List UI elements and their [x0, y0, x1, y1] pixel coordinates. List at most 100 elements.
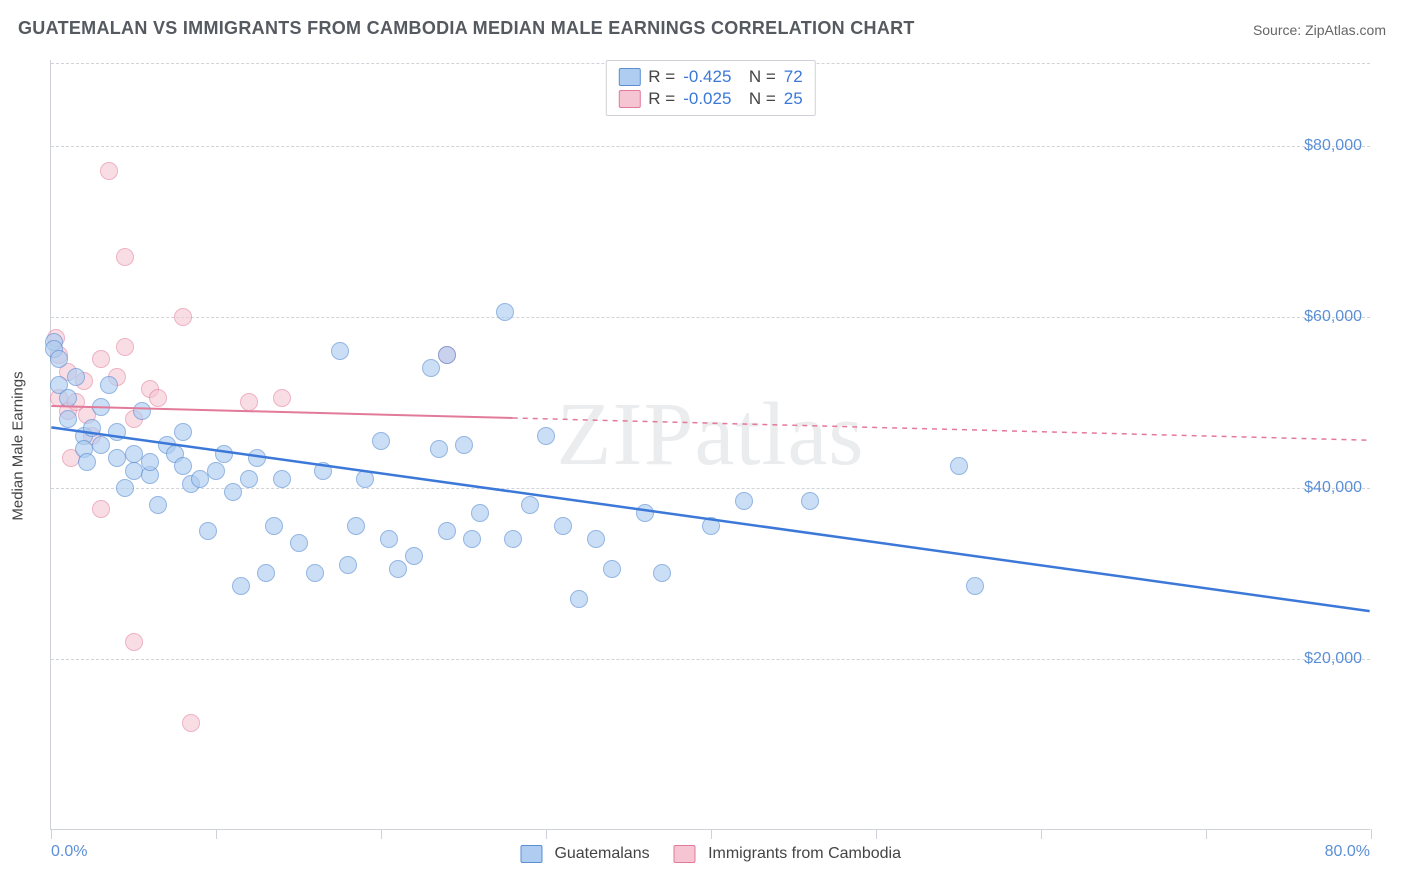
legend-row: R = -0.025 N = 25 [618, 89, 802, 109]
data-point [702, 517, 720, 535]
x-axis-min-label: 0.0% [51, 843, 87, 861]
data-point [215, 445, 233, 463]
x-tick [546, 829, 547, 839]
y-tick-label: $40,000 [1304, 479, 1362, 497]
data-point [273, 470, 291, 488]
data-point [265, 517, 283, 535]
data-point [67, 368, 85, 386]
gridline [51, 146, 1370, 147]
data-point [347, 517, 365, 535]
x-tick [51, 829, 52, 839]
data-point [554, 517, 572, 535]
x-tick [381, 829, 382, 839]
data-point [570, 590, 588, 608]
legend-swatch-1 [618, 90, 640, 108]
data-point [248, 449, 266, 467]
data-point [422, 359, 440, 377]
legend-swatch-icon [674, 845, 696, 863]
series-legend: Guatemalans Immigrants from Cambodia [520, 845, 901, 863]
legend-row: R = -0.425 N = 72 [618, 67, 802, 87]
data-point [92, 500, 110, 518]
plot-area: ZIPatlas R = -0.425 N = 72 R = -0.025 N … [50, 60, 1370, 830]
x-tick [216, 829, 217, 839]
data-point [636, 504, 654, 522]
data-point [389, 560, 407, 578]
legend-r-value-1: -0.025 [683, 89, 731, 109]
data-point [92, 350, 110, 368]
legend-swatch-0 [618, 68, 640, 86]
data-point [83, 419, 101, 437]
legend-r-value-0: -0.425 [683, 67, 731, 87]
x-tick [1371, 829, 1372, 839]
x-tick [711, 829, 712, 839]
data-point [59, 389, 77, 407]
correlation-legend: R = -0.425 N = 72 R = -0.025 N = 25 [605, 60, 815, 116]
data-point [240, 393, 258, 411]
data-point [116, 479, 134, 497]
data-point [59, 410, 77, 428]
data-point [273, 389, 291, 407]
data-point [240, 470, 258, 488]
data-point [100, 376, 118, 394]
data-point [174, 308, 192, 326]
legend-r-label: R = [648, 89, 675, 109]
regression-lines-layer [51, 60, 1370, 829]
legend-item: Guatemalans [520, 845, 650, 863]
data-point [496, 303, 514, 321]
data-point [290, 534, 308, 552]
data-point [116, 248, 134, 266]
data-point [455, 436, 473, 454]
legend-n-label: N = [739, 89, 775, 109]
data-point [339, 556, 357, 574]
data-point [207, 462, 225, 480]
data-point [174, 423, 192, 441]
data-point [182, 714, 200, 732]
gridline [51, 659, 1370, 660]
data-point [438, 522, 456, 540]
y-tick-label: $60,000 [1304, 308, 1362, 326]
y-tick-label: $80,000 [1304, 137, 1362, 155]
data-point [125, 462, 143, 480]
legend-n-value-1: 25 [784, 89, 803, 109]
y-tick-label: $20,000 [1304, 650, 1362, 668]
data-point [50, 350, 68, 368]
legend-n-value-0: 72 [784, 67, 803, 87]
data-point [603, 560, 621, 578]
data-point [966, 577, 984, 595]
legend-r-label: R = [648, 67, 675, 87]
data-point [430, 440, 448, 458]
data-point [92, 398, 110, 416]
x-tick [1041, 829, 1042, 839]
data-point [380, 530, 398, 548]
legend-n-label: N = [739, 67, 775, 87]
data-point [405, 547, 423, 565]
data-point [521, 496, 539, 514]
data-point [331, 342, 349, 360]
watermark-text: ZIPatlas [557, 383, 865, 486]
legend-item: Immigrants from Cambodia [674, 845, 901, 863]
data-point [149, 496, 167, 514]
data-point [149, 389, 167, 407]
data-point [372, 432, 390, 450]
data-point [257, 564, 275, 582]
x-axis-max-label: 80.0% [1325, 843, 1370, 861]
chart-title: GUATEMALAN VS IMMIGRANTS FROM CAMBODIA M… [18, 18, 915, 39]
data-point [108, 423, 126, 441]
data-point [801, 492, 819, 510]
data-point [141, 453, 159, 471]
data-point [174, 457, 192, 475]
source-attribution: Source: ZipAtlas.com [1253, 22, 1386, 38]
data-point [125, 633, 143, 651]
chart-container: GUATEMALAN VS IMMIGRANTS FROM CAMBODIA M… [0, 0, 1406, 892]
gridline [51, 317, 1370, 318]
legend-label: Guatemalans [554, 845, 649, 862]
data-point [78, 453, 96, 471]
data-point [108, 449, 126, 467]
data-point [100, 162, 118, 180]
data-point [314, 462, 332, 480]
data-point [587, 530, 605, 548]
data-point [471, 504, 489, 522]
data-point [537, 427, 555, 445]
legend-swatch-icon [520, 845, 542, 863]
data-point [116, 338, 134, 356]
